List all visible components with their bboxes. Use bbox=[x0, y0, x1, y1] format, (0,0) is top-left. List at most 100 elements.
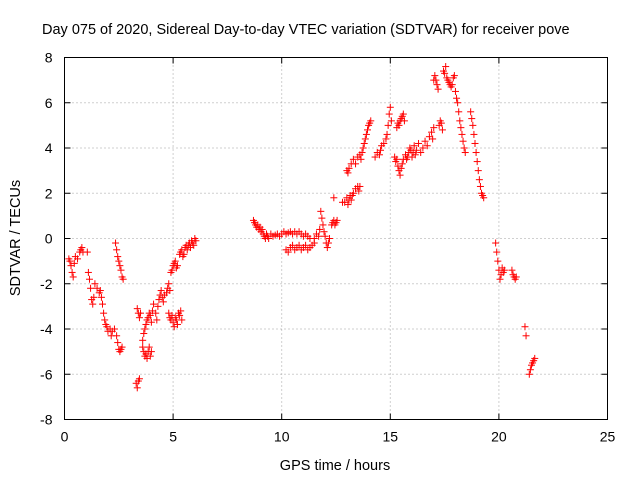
data-point bbox=[192, 237, 200, 245]
data-point bbox=[157, 287, 165, 295]
data-point bbox=[116, 262, 124, 270]
data-point bbox=[91, 280, 99, 288]
data-point bbox=[399, 110, 407, 118]
data-point bbox=[323, 244, 331, 252]
data-point bbox=[113, 332, 121, 340]
data-point bbox=[347, 196, 355, 204]
data-point bbox=[70, 259, 78, 267]
data-point bbox=[333, 216, 341, 224]
data-point bbox=[493, 248, 501, 256]
data-point bbox=[456, 117, 464, 125]
data-point bbox=[428, 128, 436, 136]
data-point bbox=[430, 124, 438, 132]
x-tick-label: 5 bbox=[169, 429, 177, 445]
data-point bbox=[190, 241, 198, 249]
data-point bbox=[145, 343, 153, 351]
data-point bbox=[139, 343, 147, 351]
data-point bbox=[100, 309, 108, 317]
data-point bbox=[358, 149, 366, 157]
data-point bbox=[480, 194, 488, 202]
y-tick-label: 4 bbox=[45, 140, 53, 156]
data-point bbox=[398, 160, 406, 168]
data-point bbox=[432, 76, 440, 84]
data-point bbox=[320, 228, 328, 236]
data-point bbox=[96, 287, 104, 295]
data-point bbox=[135, 375, 143, 383]
y-tick-label: -8 bbox=[40, 412, 53, 428]
data-point bbox=[89, 300, 97, 308]
data-point bbox=[472, 149, 480, 157]
data-point bbox=[344, 169, 352, 177]
x-tick-label: 0 bbox=[61, 429, 69, 445]
y-tick-label: 8 bbox=[45, 50, 53, 66]
y-tick-label: -2 bbox=[40, 276, 53, 292]
data-point bbox=[461, 149, 469, 157]
data-point bbox=[165, 280, 173, 288]
data-point bbox=[87, 284, 95, 292]
x-tick-label: 10 bbox=[274, 429, 290, 445]
data-point bbox=[147, 318, 155, 326]
x-tick-label: 25 bbox=[600, 429, 616, 445]
data-point bbox=[415, 139, 423, 147]
data-point bbox=[119, 275, 127, 283]
data-point bbox=[380, 139, 388, 147]
data-point bbox=[97, 293, 105, 301]
data-point bbox=[141, 325, 149, 333]
data-point bbox=[150, 300, 158, 308]
data-point bbox=[363, 126, 371, 134]
data-point bbox=[476, 182, 484, 190]
data-point bbox=[356, 182, 364, 190]
data-point bbox=[419, 144, 427, 152]
data-point bbox=[112, 239, 120, 247]
y-tick-label: -4 bbox=[40, 321, 53, 337]
data-point bbox=[325, 235, 333, 242]
data-point bbox=[173, 320, 181, 328]
data-point bbox=[117, 266, 125, 274]
data-point bbox=[521, 323, 529, 331]
data-point bbox=[153, 316, 161, 324]
data-point bbox=[316, 225, 324, 233]
data-point bbox=[146, 311, 154, 319]
data-point bbox=[310, 235, 318, 242]
data-point bbox=[385, 110, 393, 118]
data-point bbox=[133, 384, 141, 392]
data-point bbox=[355, 187, 363, 195]
data-point bbox=[437, 119, 445, 127]
data-point bbox=[289, 241, 297, 249]
data-point bbox=[349, 155, 357, 163]
data-point bbox=[321, 232, 329, 240]
data-point bbox=[508, 266, 516, 274]
data-point bbox=[412, 146, 420, 154]
data-point bbox=[159, 298, 167, 306]
data-point bbox=[118, 343, 126, 351]
data-point bbox=[400, 117, 408, 125]
data-point bbox=[382, 135, 390, 143]
data-point bbox=[324, 239, 332, 247]
data-point bbox=[454, 99, 462, 107]
data-point bbox=[85, 275, 93, 283]
data-point bbox=[467, 108, 475, 116]
data-point bbox=[500, 266, 508, 274]
data-point bbox=[421, 137, 429, 145]
data-point bbox=[114, 253, 122, 261]
data-point bbox=[295, 241, 303, 249]
data-point bbox=[344, 201, 352, 209]
data-point bbox=[496, 275, 504, 283]
data-point bbox=[367, 117, 375, 125]
data-point bbox=[396, 171, 404, 179]
data-point bbox=[101, 316, 109, 324]
y-axis-label: SDTVAR / TECUs bbox=[8, 180, 24, 296]
data-point bbox=[78, 244, 86, 252]
data-point bbox=[450, 72, 458, 80]
data-point bbox=[494, 257, 502, 265]
data-point bbox=[433, 81, 441, 89]
data-point bbox=[475, 176, 483, 184]
data-point bbox=[147, 348, 155, 356]
data-point bbox=[451, 87, 459, 95]
data-point bbox=[522, 332, 530, 340]
data-point bbox=[459, 137, 467, 145]
data-point bbox=[315, 232, 323, 240]
data-point bbox=[318, 214, 326, 222]
data-point bbox=[417, 149, 425, 157]
